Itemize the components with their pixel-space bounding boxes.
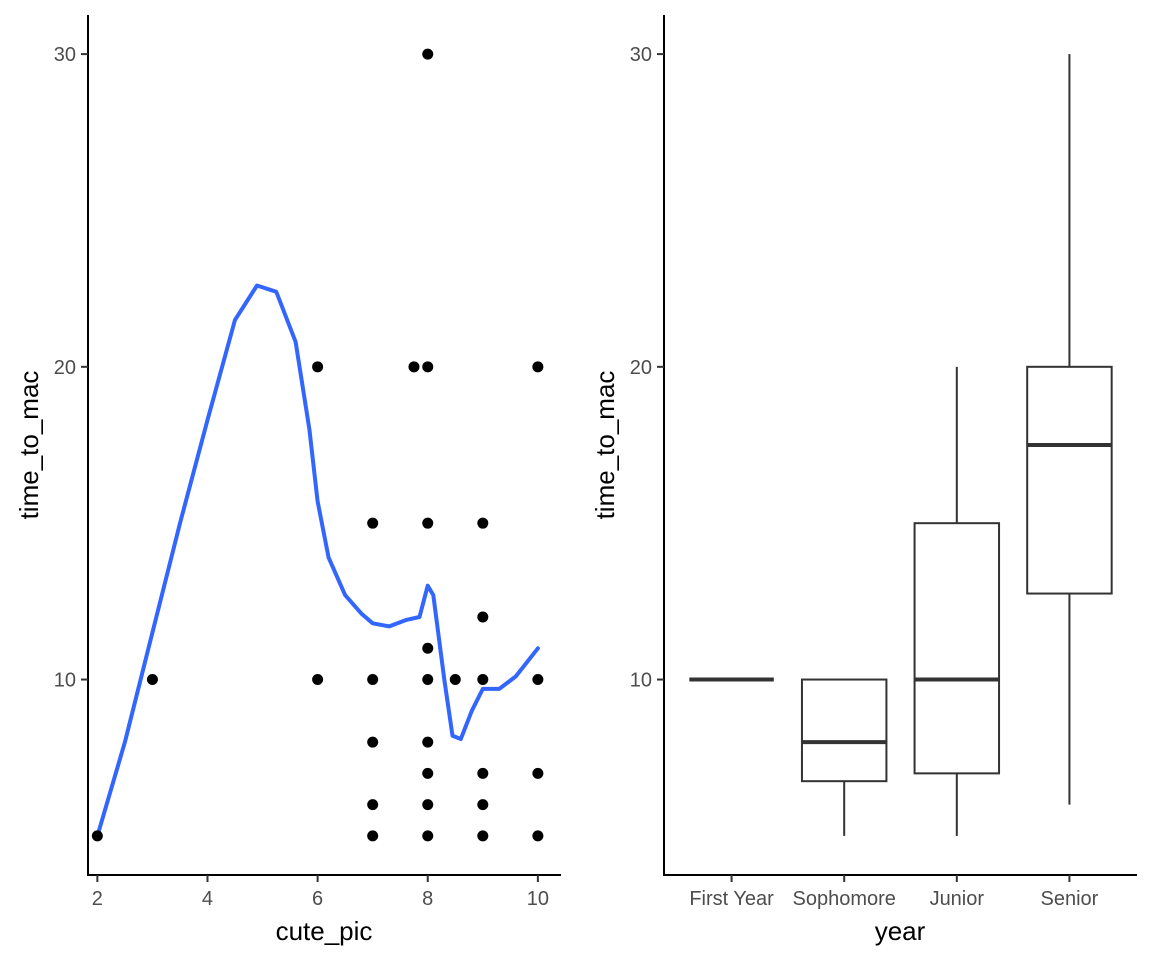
data-point xyxy=(422,642,434,654)
x-tick-label: 10 xyxy=(527,888,549,910)
data-point xyxy=(532,767,544,779)
data-point xyxy=(367,830,379,842)
data-point xyxy=(532,361,544,373)
data-point xyxy=(477,767,489,779)
data-point xyxy=(532,674,544,686)
x-tick-label: Junior xyxy=(930,888,985,910)
x-ticks: First Year Sophomore Junior Senior xyxy=(689,875,1099,910)
data-point xyxy=(477,611,489,623)
data-point xyxy=(367,517,379,529)
data-point xyxy=(422,48,434,60)
data-point xyxy=(422,736,434,748)
data-point xyxy=(477,517,489,529)
data-point xyxy=(477,674,489,686)
data-point xyxy=(477,799,489,811)
x-tick-label: 4 xyxy=(202,888,213,910)
box xyxy=(913,522,1001,775)
data-point xyxy=(367,736,379,748)
smooth-line xyxy=(95,283,540,838)
data-point xyxy=(422,830,434,842)
x-tick-label: 8 xyxy=(422,888,433,910)
y-tick-label: 20 xyxy=(54,357,76,379)
data-point xyxy=(312,361,324,373)
y-tick-label: 30 xyxy=(54,44,76,66)
data-point xyxy=(146,674,158,686)
y-tick-label: 10 xyxy=(54,670,76,692)
data-point xyxy=(408,361,420,373)
x-tick-label: 6 xyxy=(312,888,323,910)
data-point xyxy=(422,767,434,779)
data-point xyxy=(422,361,434,373)
data-point xyxy=(532,830,544,842)
y-tick-label: 10 xyxy=(630,670,652,692)
boxplot-panel: 10 20 30 First Year Sophomore Junior Senior y… xyxy=(590,15,1137,946)
y-ticks: 10 20 30 xyxy=(54,44,88,692)
data-point xyxy=(312,674,324,686)
x-ticks: 2 4 6 8 10 xyxy=(92,875,549,910)
x-tick-label: Sophomore xyxy=(792,888,895,910)
data-point xyxy=(367,674,379,686)
y-ticks: 10 20 30 xyxy=(630,44,664,692)
y-tick-label: 20 xyxy=(630,357,652,379)
data-point xyxy=(367,799,379,811)
data-point xyxy=(422,517,434,529)
data-point xyxy=(449,674,461,686)
box xyxy=(1026,365,1113,595)
data-point xyxy=(91,830,103,842)
x-axis-title: year xyxy=(875,916,926,946)
data-point xyxy=(422,674,434,686)
scatter-marks xyxy=(91,48,544,842)
x-tick-label: Senior xyxy=(1041,888,1099,910)
box-marks xyxy=(689,54,1113,836)
x-tick-label: First Year xyxy=(689,888,774,910)
y-tick-label: 30 xyxy=(630,44,652,66)
y-axis-title: time_to_mac xyxy=(590,371,620,520)
scatter-panel: 10 20 30 2 4 6 8 10 cute_pic time_to_mac xyxy=(14,15,561,946)
box xyxy=(800,678,888,783)
data-point xyxy=(422,799,434,811)
x-axis-title: cute_pic xyxy=(276,916,373,946)
x-tick-label: 2 xyxy=(92,888,103,910)
data-point xyxy=(477,830,489,842)
y-axis-title: time_to_mac xyxy=(14,371,44,520)
